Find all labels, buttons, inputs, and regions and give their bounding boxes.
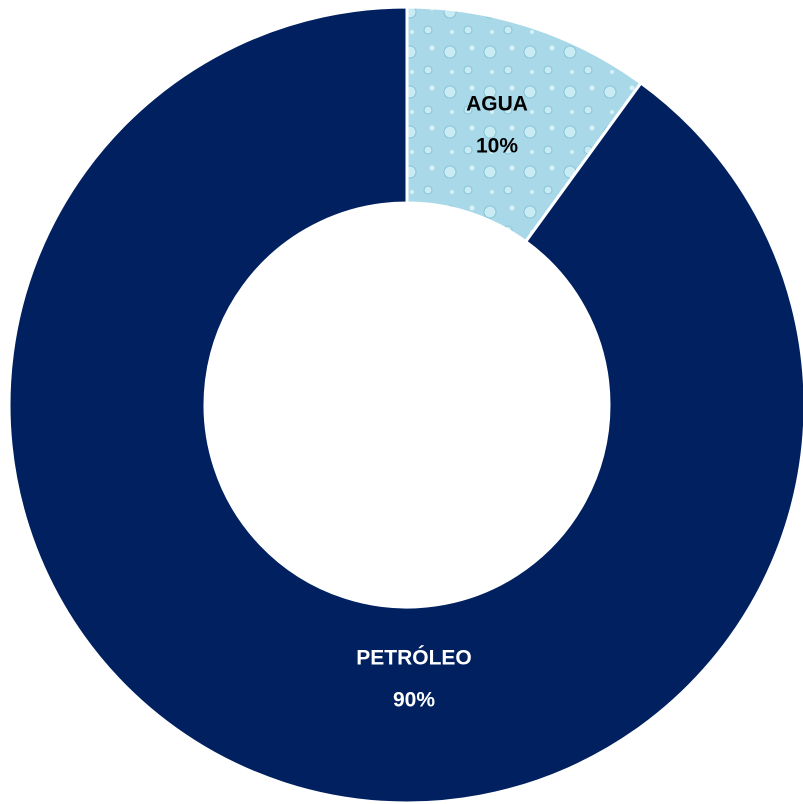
slice-category-label: PETRÓLEO	[356, 646, 472, 670]
slice	[405, 5, 644, 244]
slice-value-label: 90%	[393, 689, 435, 712]
slice-value-label: 10%	[476, 135, 518, 158]
slice	[7, 5, 803, 804]
slice-category-label: AGUA	[466, 93, 528, 116]
